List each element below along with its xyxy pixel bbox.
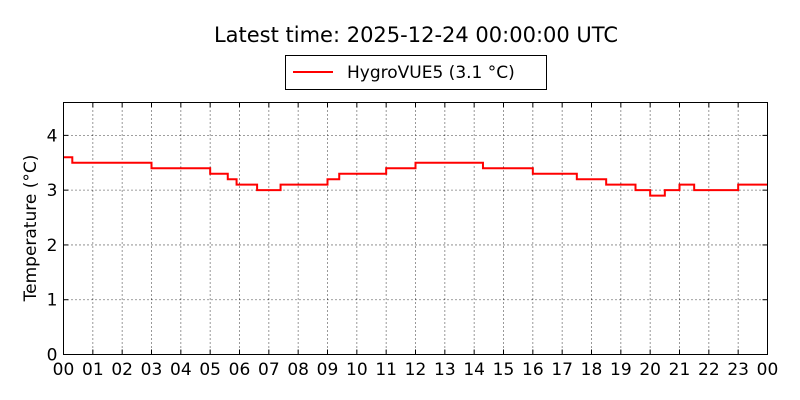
grid-lines [63, 102, 768, 355]
x-tick-label: 22 [698, 360, 720, 380]
x-tick-label: 19 [610, 360, 632, 380]
x-tick-label: 11 [375, 360, 397, 380]
x-tick-label: 15 [493, 360, 515, 380]
x-tick-label: 20 [639, 360, 661, 380]
y-axis-label: Temperature (°C) [21, 155, 41, 303]
x-tick-label: 01 [82, 360, 104, 380]
y-tick-label: 4 [47, 126, 58, 146]
x-tick-label: 09 [317, 360, 339, 380]
plot-frame [63, 102, 768, 355]
x-tick-label: 06 [229, 360, 251, 380]
x-axis-ticks: 00 01 02 03 04 05 06 07 08 09 10 11 12 13 14 15 16 17 18 19… [53, 102, 779, 380]
series-line [63, 156, 768, 197]
chart-title: Latest time: 2025-12-24 00:00:00 UTC [214, 23, 618, 47]
y-tick-label: 1 [47, 291, 58, 311]
x-tick-label: 00 [53, 360, 75, 380]
x-tick-label: 14 [463, 360, 485, 380]
x-tick-label: 07 [258, 360, 280, 380]
x-tick-label: 10 [346, 360, 368, 380]
x-tick-label: 05 [199, 360, 221, 380]
x-tick-label: 18 [581, 360, 603, 380]
x-tick-label: 00 [757, 360, 779, 380]
x-tick-label: 17 [551, 360, 573, 380]
x-tick-label: 12 [405, 360, 427, 380]
x-tick-label: 16 [522, 360, 544, 380]
x-tick-label: 13 [434, 360, 456, 380]
chart-legend: HygroVUE5 (3.1 °C) [285, 55, 547, 90]
y-tick-label: 3 [47, 181, 58, 201]
y-tick-label: 0 [47, 346, 58, 366]
x-tick-label: 04 [170, 360, 192, 380]
y-tick-label: 2 [47, 236, 58, 256]
series-layer [63, 156, 768, 197]
legend-entry: HygroVUE5 (3.1 °C) [347, 63, 515, 83]
x-tick-label: 02 [111, 360, 133, 380]
x-tick-label: 23 [727, 360, 749, 380]
x-tick-label: 21 [669, 360, 691, 380]
x-tick-label: 08 [287, 360, 309, 380]
x-tick-label: 03 [141, 360, 163, 380]
